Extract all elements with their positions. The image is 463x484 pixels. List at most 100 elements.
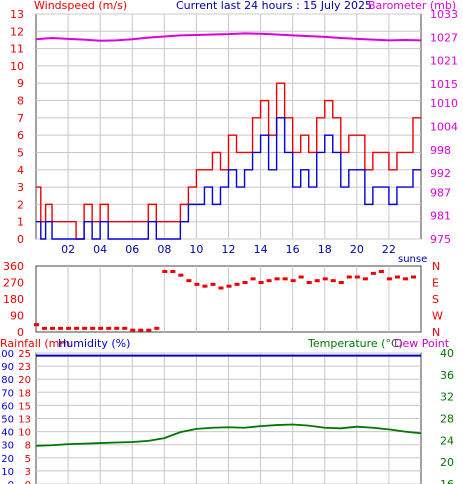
windspeed-tick-label: 0	[17, 233, 24, 246]
direction-point	[330, 279, 336, 283]
humidity-tick-label: 60	[1, 401, 14, 412]
barometer-axis-label: Barometer (mb)	[368, 0, 456, 12]
direction-point	[314, 279, 320, 283]
direction-point	[74, 326, 80, 330]
rainfall-tick-label: 23	[18, 362, 31, 373]
temperature-tick-label: 36	[440, 369, 454, 382]
humidity-temp-gridlines	[36, 352, 421, 484]
barometer-tick-label: 1004	[430, 121, 458, 134]
direction-point	[250, 277, 256, 281]
direction-tick-label: 0	[17, 326, 24, 339]
series-line-barometer	[35, 32, 422, 42]
humidity-tick-label: 70	[1, 388, 14, 399]
rainfall-tick-label: 18	[18, 388, 31, 399]
windspeed-tick-label: 1	[17, 216, 24, 229]
hour-tick-label: 22	[382, 243, 396, 256]
direction-point	[162, 270, 168, 273]
hour-tick-label: 18	[318, 243, 332, 256]
direction-point	[298, 275, 304, 279]
rainfall-tick-label: 25	[18, 349, 31, 360]
direction-point	[106, 326, 112, 330]
humidity-tick-label: 0	[8, 480, 14, 484]
direction-point	[210, 282, 216, 286]
direction-point	[114, 326, 120, 330]
barometer-tick-label: 1033	[430, 8, 458, 21]
direction-point	[202, 284, 208, 288]
direction-point	[66, 326, 72, 330]
direction-point	[178, 273, 184, 277]
hour-axis-ticks: 02 04 06 08 10 12 14 16 18 20 22	[61, 243, 396, 256]
humidity-tick-label: 90	[1, 362, 14, 373]
compass-tick-label: N	[432, 260, 440, 273]
direction-point	[146, 328, 152, 332]
direction-point	[226, 284, 232, 288]
direction-point	[394, 275, 400, 279]
rainfall-axis-label: Rainfall (mm	[0, 337, 70, 350]
barometer-tick-label: 998	[430, 144, 451, 157]
direction-point	[90, 326, 96, 330]
windspeed-tick-label: 9	[17, 77, 24, 90]
series-line-wind-speed	[36, 117, 421, 240]
rainfall-tick-label: 8	[25, 441, 31, 452]
hour-tick-label: 06	[125, 243, 139, 256]
windspeed-tick-label: 13	[10, 8, 24, 21]
hour-tick-label: 08	[157, 243, 171, 256]
barometer-tick-label: 981	[430, 210, 451, 223]
temperature-tick-label: 28	[440, 413, 454, 426]
humidity-tick-label: 50	[1, 415, 14, 426]
direction-tick-label: 180	[3, 293, 24, 306]
dew-point-axis-label: Dew Point	[394, 337, 450, 350]
barometer-axis-ticks: 975 981 987 992 998 1004 1010 1015 1021 1027 1033	[430, 8, 458, 246]
hour-tick-label: 04	[93, 243, 107, 256]
direction-point	[242, 281, 248, 284]
compass-tick-label: W	[432, 310, 443, 323]
rainfall-tick-label: 13	[18, 415, 31, 426]
barometer-tick-label: 975	[430, 233, 451, 246]
barometer-tick-label: 1027	[430, 31, 458, 44]
compass-tick-label: E	[432, 277, 439, 290]
direction-point	[122, 326, 128, 330]
direction-tick-label: 90	[10, 310, 24, 323]
direction-point	[82, 326, 88, 330]
direction-point	[322, 277, 328, 281]
direction-point	[274, 277, 280, 281]
humidity-temp-series	[35, 354, 422, 447]
temperature-tick-label: 16	[440, 478, 454, 484]
series-line-temperature	[35, 423, 422, 447]
humidity-tick-label: 10	[1, 467, 14, 478]
windspeed-tick-label: 5	[17, 146, 24, 159]
rainfall-tick-label: 5	[25, 454, 31, 465]
hour-tick-label: 02	[61, 243, 75, 256]
direction-point	[138, 328, 144, 332]
direction-point	[338, 281, 344, 284]
direction-tick-label: 360	[3, 260, 24, 273]
direction-point	[154, 326, 160, 330]
direction-point	[290, 279, 296, 283]
rainfall-tick-label: 15	[18, 401, 31, 412]
direction-point	[218, 286, 224, 290]
direction-point	[34, 323, 39, 327]
windspeed-axis-label: Windspeed (m/s)	[34, 0, 127, 12]
direction-point	[354, 275, 360, 279]
windspeed-series	[35, 32, 422, 240]
barometer-tick-label: 987	[430, 186, 451, 199]
windspeed-tick-label: 11	[10, 43, 24, 56]
windspeed-tick-label: 4	[17, 164, 24, 177]
direction-series	[34, 270, 416, 332]
windspeed-tick-label: 7	[17, 112, 24, 125]
windspeed-tick-label: 10	[10, 60, 24, 73]
humidity-tick-label: 100	[0, 349, 14, 360]
temperature-tick-label: 40	[440, 347, 454, 360]
rainfall-tick-label: 10	[18, 428, 31, 439]
direction-point	[234, 282, 240, 286]
direction-point	[170, 270, 176, 273]
chart-date-title: Current last 24 hours : 15 July 2025	[176, 0, 372, 12]
windspeed-tick-label: 3	[17, 181, 24, 194]
humidity-tick-label: 40	[1, 428, 14, 439]
temperature-tick-label: 24	[440, 434, 454, 447]
direction-point	[130, 328, 136, 332]
humidity-tick-label: 30	[1, 441, 14, 452]
direction-point	[186, 279, 192, 283]
